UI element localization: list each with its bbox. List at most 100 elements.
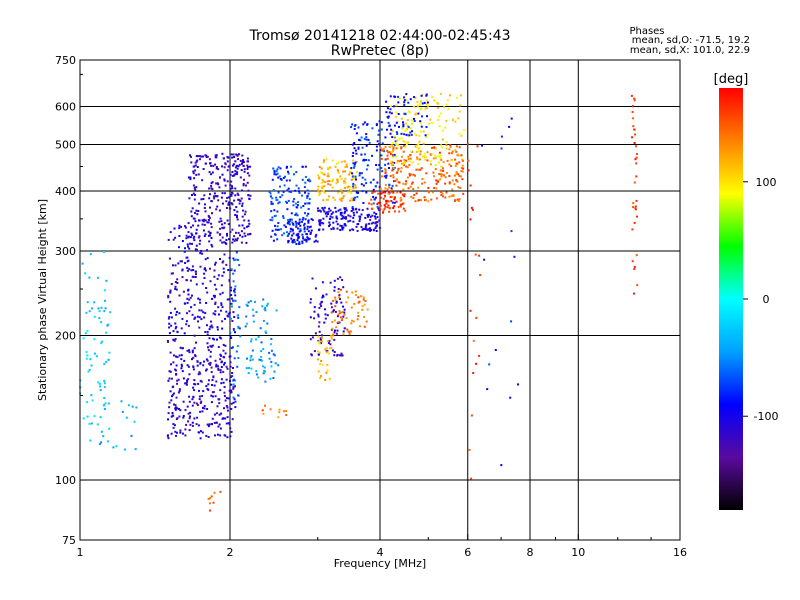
echo-point: [384, 169, 387, 172]
echo-point: [304, 165, 307, 168]
echo-point: [208, 379, 210, 382]
echo-point: [409, 154, 412, 156]
echo-point: [395, 200, 398, 203]
echo-point: [213, 491, 216, 494]
echo-point: [341, 354, 344, 357]
echo-point: [282, 217, 285, 219]
echo-point: [272, 167, 275, 170]
echo-point: [326, 363, 329, 366]
echo-point: [91, 399, 94, 402]
colorbar-tick-label: 100: [756, 176, 777, 189]
echo-point: [632, 117, 634, 120]
echo-point: [227, 201, 230, 204]
echo-point: [365, 228, 368, 231]
echo-point: [208, 362, 211, 365]
echo-point: [193, 401, 196, 404]
echo-point: [170, 415, 173, 418]
echo-point: [229, 379, 231, 382]
echo-point: [243, 232, 246, 235]
echo-point: [283, 184, 286, 187]
echo-point: [96, 423, 99, 426]
echo-point: [208, 328, 211, 331]
echo-point: [86, 329, 89, 332]
echo-point: [474, 253, 477, 256]
echo-point: [188, 349, 191, 352]
echo-point: [448, 195, 451, 198]
echo-point: [102, 404, 105, 407]
echo-point: [223, 363, 225, 366]
echo-point: [187, 176, 190, 179]
echo-point: [481, 144, 483, 147]
echo-point: [352, 162, 355, 165]
echo-point: [336, 353, 339, 356]
echo-point: [209, 509, 212, 512]
echo-point: [402, 207, 405, 210]
echo-point: [230, 286, 233, 289]
echo-point: [100, 441, 102, 444]
echo-point: [406, 176, 409, 179]
echo-point: [292, 232, 295, 235]
echo-point: [633, 292, 635, 295]
echo-point: [340, 160, 343, 163]
echo-point: [415, 134, 418, 137]
echo-point: [218, 209, 221, 212]
echo-point: [174, 285, 177, 288]
echo-point: [365, 133, 368, 136]
echo-point: [432, 171, 435, 174]
echo-point: [361, 176, 364, 179]
echo-point: [378, 120, 381, 123]
echo-point: [309, 298, 312, 301]
echo-point: [235, 231, 237, 234]
echo-point: [471, 208, 474, 211]
echo-point: [206, 408, 209, 410]
echo-point: [444, 176, 447, 179]
echo-point: [406, 124, 409, 127]
echo-point: [241, 160, 244, 163]
echo-point: [236, 314, 239, 317]
echo-point: [287, 172, 290, 175]
echo-point: [202, 390, 205, 393]
echo-point: [377, 207, 380, 210]
echo-point: [234, 160, 237, 163]
echo-point: [345, 209, 348, 212]
echo-point: [190, 226, 192, 229]
echo-point: [397, 143, 400, 146]
echo-point: [303, 230, 306, 233]
echo-point: [430, 153, 433, 156]
echo-point: [333, 351, 336, 353]
echo-point: [212, 375, 215, 378]
echo-point: [395, 111, 398, 114]
echo-point: [352, 208, 355, 211]
echo-point: [210, 200, 213, 203]
echo-point: [263, 366, 266, 369]
echo-point: [354, 196, 356, 199]
echo-point: [317, 313, 320, 316]
echo-point: [388, 146, 391, 148]
echo-point: [371, 214, 374, 217]
echo-point: [225, 378, 228, 381]
echo-point: [229, 355, 232, 358]
echo-point: [483, 258, 486, 261]
echo-point: [321, 207, 324, 209]
echo-point: [338, 294, 341, 297]
echo-point: [403, 96, 405, 99]
echo-point: [167, 379, 170, 382]
echo-point: [181, 347, 184, 350]
echo-point: [417, 158, 420, 161]
echo-point: [372, 195, 375, 198]
echo-point: [398, 97, 401, 100]
echo-point: [457, 173, 460, 176]
echo-point: [213, 197, 216, 200]
echo-point: [349, 185, 352, 188]
echo-point: [208, 171, 211, 174]
echo-point: [393, 166, 396, 169]
echo-point: [236, 154, 239, 157]
echo-point: [209, 206, 211, 209]
echo-point: [322, 208, 325, 211]
echo-point: [445, 144, 448, 147]
echo-point: [472, 372, 475, 374]
echo-point: [178, 246, 180, 249]
echo-point: [320, 221, 323, 224]
echo-point: [200, 318, 203, 321]
